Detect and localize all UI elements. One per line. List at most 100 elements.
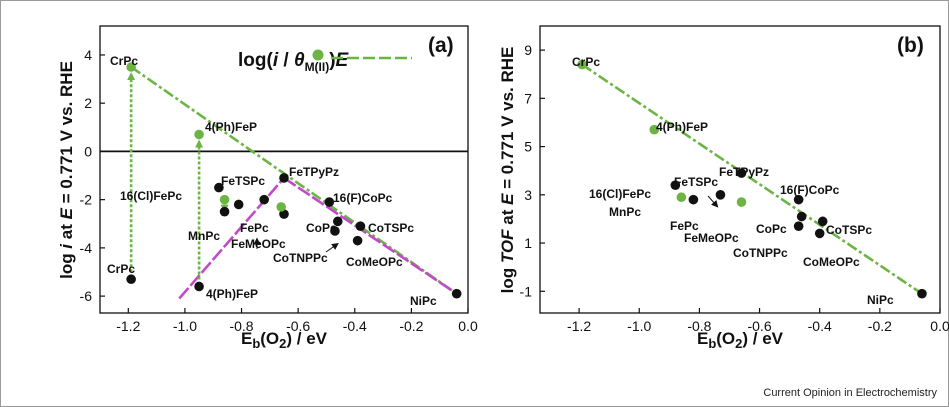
b-point-black (814, 228, 825, 239)
b-label-copc: CoPc (756, 222, 787, 236)
a-point-green (219, 194, 230, 205)
b-label-fetpypz: FeTPyPz (719, 165, 769, 179)
a-point-green (276, 202, 286, 212)
a-point-black (279, 209, 289, 219)
a-label-copc: CoPc (306, 221, 337, 235)
b-x-tick-label: -0.4 (808, 318, 832, 334)
a-point-black (332, 216, 343, 227)
panel-a-chart: -1.2 -1.0 -0.8 -0.6 -0.4 -0.2 0.0 -6 -4 -2 0 2 4 Cr… (57, 25, 478, 351)
a-x-tick-label: -0.8 (229, 318, 253, 334)
a-y-tick-label: 2 (84, 95, 92, 111)
a-label-16clfepc: 16(Cl)FePc (120, 189, 182, 203)
a-label-fetspc: FeTSPc (221, 174, 265, 188)
a-point-black (324, 197, 335, 207)
panel-b-chart: -1.2 -1.0 -0.8 -0.6 -0.4 -0.2 0.0 -1 1 3 5 7 9 CrPc… (498, 25, 949, 351)
a-point-black (126, 274, 136, 285)
panel-a-plot-frame (99, 25, 469, 314)
a-label-mnpc: MnPc (188, 229, 220, 243)
b-label-comeopc: CoMeOPc (803, 255, 860, 269)
b-point-black (793, 221, 804, 231)
b-label-fetspc: FeTSPc (674, 175, 718, 189)
a-point-green (194, 129, 204, 140)
b-point-green (577, 59, 587, 70)
b-y-axis-title: log TOF at E = 0.771 V vs. RHE (498, 47, 517, 294)
a-y-axis-title: log i at E = 0.771 V vs. RHE (57, 61, 76, 279)
b-label-16clfepc: 16(Cl)FePc (589, 187, 651, 201)
b-y-tick-label: -1 (520, 283, 533, 299)
a-label-comeopc: CoMeOPc (346, 255, 403, 269)
b-point-black (817, 216, 828, 227)
a-point-black (233, 199, 244, 210)
a-legend-label: log(i / θM(II))E (238, 50, 350, 74)
a-x-tick-label: 0.0 (458, 318, 478, 334)
a-point-black (214, 182, 224, 193)
b-label-crpc: CrPc (572, 55, 600, 69)
a-label-16fcopc: 16(F)CoPc (333, 191, 393, 205)
panel-b-plot-frame (539, 25, 941, 314)
b-x-tick-label: -1.2 (567, 318, 591, 334)
b-x-tick-label: -0.2 (868, 318, 892, 334)
b-y-tick-label: 7 (524, 90, 532, 106)
a-y-tick-label: -2 (80, 192, 93, 208)
a-point-black (279, 173, 289, 183)
a-cotnppc-pointer (325, 242, 339, 253)
b-label-cotnppc: CoTNPPc (733, 246, 788, 260)
a-label-phfep-bottom: 4(Ph)FeP (206, 287, 258, 301)
b-x-tick-label: -0.6 (747, 318, 771, 334)
a-point-black (194, 281, 204, 292)
b-point-black (917, 288, 927, 299)
a-point-black (355, 221, 366, 231)
b-label-phfep: 4(Ph)FeP (656, 120, 708, 134)
b-x-tick-label: -1.0 (627, 318, 651, 334)
a-x-axis-title: Eb(O2) / eV (241, 329, 328, 351)
b-green-trendline (581, 63, 923, 295)
a-label-fepc: FePc (240, 221, 269, 235)
b-label-mnpc: MnPc (609, 205, 641, 219)
a-label-femeopc: FeMeOPc (231, 237, 286, 251)
a-point-black (330, 226, 340, 236)
b-fetspc-pointer (707, 195, 719, 208)
a-label-nipc: NiPc (410, 294, 437, 308)
b-y-tick-label: 9 (524, 42, 532, 58)
a-point-black (451, 288, 462, 299)
a-label-crpc-top: CrPc (110, 54, 138, 68)
a-y-tick-label: 0 (84, 143, 92, 159)
a-x-tick-label: -0.2 (399, 318, 423, 334)
b-x-tick-label: -0.8 (687, 318, 711, 334)
b-point-black (736, 168, 747, 178)
b-point-green (676, 192, 687, 203)
a-magenta-volcano-line (283, 176, 458, 295)
a-label-crpc-bottom: CrPc (107, 262, 135, 276)
a-x-tick-label: -0.6 (286, 318, 310, 334)
b-point-black (688, 194, 699, 205)
b-y-tick-label: 5 (524, 139, 532, 155)
a-x-tick-label: -1.2 (116, 318, 140, 334)
b-y-tick-label: 1 (524, 235, 532, 251)
b-point-green (649, 124, 660, 135)
a-y-tick-label: -4 (80, 240, 93, 256)
a-legend-marker (312, 49, 324, 61)
a-point-green (126, 62, 136, 72)
b-x-tick-label: 0.0 (930, 318, 949, 334)
b-label-femeopc: FeMeOPc (684, 231, 739, 245)
a-x-tick-label: -1.0 (173, 318, 197, 334)
a-label-phfep-top: 4(Ph)FeP (205, 120, 257, 134)
a-point-black (352, 235, 363, 246)
a-x-tick-label: -0.4 (343, 318, 367, 334)
b-label-cotspc: CoTSPc (826, 223, 872, 237)
b-point-black (793, 194, 804, 205)
a-label-cotspc: CoTSPc (368, 221, 414, 235)
b-label-nipc: NiPc (867, 293, 894, 307)
b-label-fepc: FePc (670, 219, 699, 233)
b-point-green (736, 197, 747, 207)
b-label-16fcopc: 16(F)CoPc (780, 183, 840, 197)
b-x-axis-title: Eb(O2) / eV (697, 329, 784, 351)
a-point-black (259, 194, 269, 205)
a-magenta-volcano-line (178, 177, 285, 300)
b-point-black (715, 190, 726, 200)
a-point-black (219, 206, 230, 217)
panel-b-tag: (b) (897, 34, 924, 57)
panel-a-tag: (a) (428, 34, 454, 57)
a-y-tick-label: -6 (80, 288, 93, 304)
